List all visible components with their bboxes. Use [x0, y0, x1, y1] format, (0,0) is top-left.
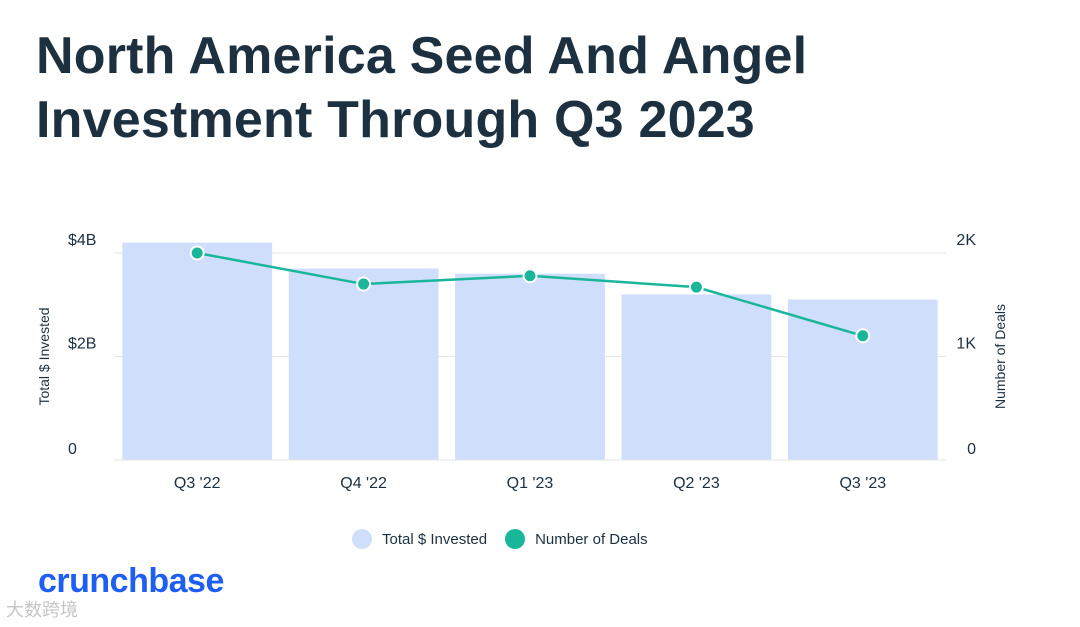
legend: Total $ Invested Number of Deals — [352, 526, 648, 552]
y-left-tick-label: $2B — [68, 336, 96, 353]
crunchbase-logo: crunchbase — [38, 562, 224, 600]
bar — [288, 268, 439, 460]
legend-item-deals: Number of Deals — [505, 529, 648, 549]
legend-label-invested: Total $ Invested — [382, 530, 488, 548]
x-tick-label: Q2 '23 — [673, 475, 720, 492]
deals-point — [189, 245, 205, 261]
legend-item-invested: Total $ Invested — [352, 529, 487, 549]
bar — [621, 294, 772, 460]
watermark: 大数跨境 — [6, 600, 78, 620]
x-tick-label: Q3 '22 — [174, 475, 221, 492]
bar — [455, 273, 605, 460]
chart-title: North America Seed And Angel Investment … — [36, 27, 808, 149]
y-left-tick-label: 0 — [68, 441, 77, 458]
legend-swatch-invested — [352, 529, 372, 549]
y-right-tick-label: 0 — [967, 441, 976, 458]
y-left-axis-title: Total $ Invested — [36, 307, 52, 405]
bar — [787, 299, 938, 460]
y-right-tick-label: 1K — [956, 336, 976, 353]
bar — [122, 242, 273, 460]
deals-point — [688, 279, 704, 295]
y-left-tick-label: $4B — [68, 232, 96, 249]
legend-label-deals: Number of Deals — [535, 530, 648, 548]
legend-swatch-deals — [505, 529, 526, 549]
y-right-tick-label: 2K — [956, 232, 976, 249]
deals-point — [855, 328, 871, 344]
deals-point — [522, 268, 538, 284]
x-tick-label: Q4 '22 — [340, 475, 387, 492]
y-right-axis-title: Number of Deals — [992, 304, 1008, 409]
x-tick-label: Q3 '23 — [839, 475, 886, 492]
deals-point — [356, 276, 372, 292]
x-tick-label: Q1 '23 — [507, 475, 554, 492]
